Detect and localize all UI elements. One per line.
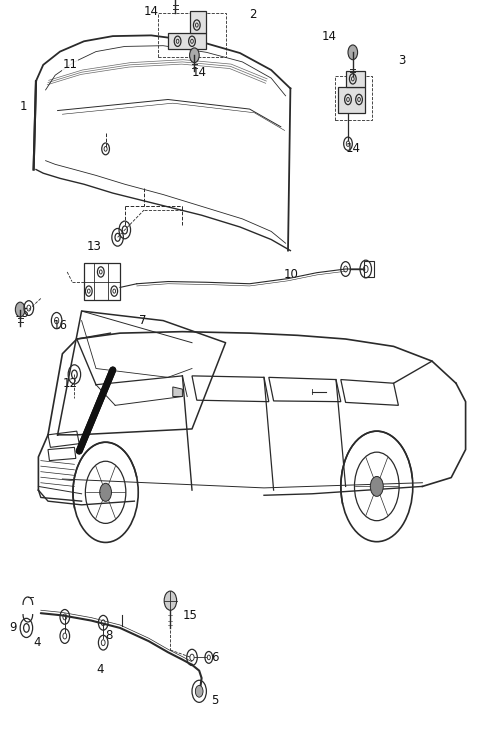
Text: 16: 16 xyxy=(53,319,68,332)
Bar xyxy=(346,71,365,87)
Bar xyxy=(364,261,374,277)
Text: 15: 15 xyxy=(14,307,29,320)
Text: 1: 1 xyxy=(19,100,27,113)
Circle shape xyxy=(190,48,199,63)
Circle shape xyxy=(100,483,111,501)
Bar xyxy=(158,13,226,57)
Text: 14: 14 xyxy=(346,142,360,156)
Circle shape xyxy=(164,591,177,610)
Text: 13: 13 xyxy=(86,240,101,254)
Text: 14: 14 xyxy=(322,30,336,43)
Bar xyxy=(190,11,206,33)
Text: 10: 10 xyxy=(283,268,298,281)
Circle shape xyxy=(371,477,384,497)
Bar xyxy=(168,33,206,49)
Text: 12: 12 xyxy=(62,377,77,390)
Text: 9: 9 xyxy=(10,621,17,635)
Text: 8: 8 xyxy=(106,629,113,642)
Text: 6: 6 xyxy=(211,651,219,664)
Text: 15: 15 xyxy=(182,609,197,622)
Circle shape xyxy=(15,302,25,317)
Text: 4: 4 xyxy=(34,636,41,649)
Bar xyxy=(84,263,120,300)
Text: 5: 5 xyxy=(211,694,218,707)
Text: 14: 14 xyxy=(144,4,159,18)
Circle shape xyxy=(348,45,358,60)
Text: 14: 14 xyxy=(192,66,207,79)
Bar xyxy=(338,87,365,113)
Bar xyxy=(335,76,372,120)
Text: 7: 7 xyxy=(139,314,147,327)
Circle shape xyxy=(195,685,203,697)
Text: 11: 11 xyxy=(62,58,77,71)
Polygon shape xyxy=(173,387,182,397)
Text: 4: 4 xyxy=(96,663,104,676)
Text: 2: 2 xyxy=(250,8,257,21)
Text: 3: 3 xyxy=(398,54,406,67)
